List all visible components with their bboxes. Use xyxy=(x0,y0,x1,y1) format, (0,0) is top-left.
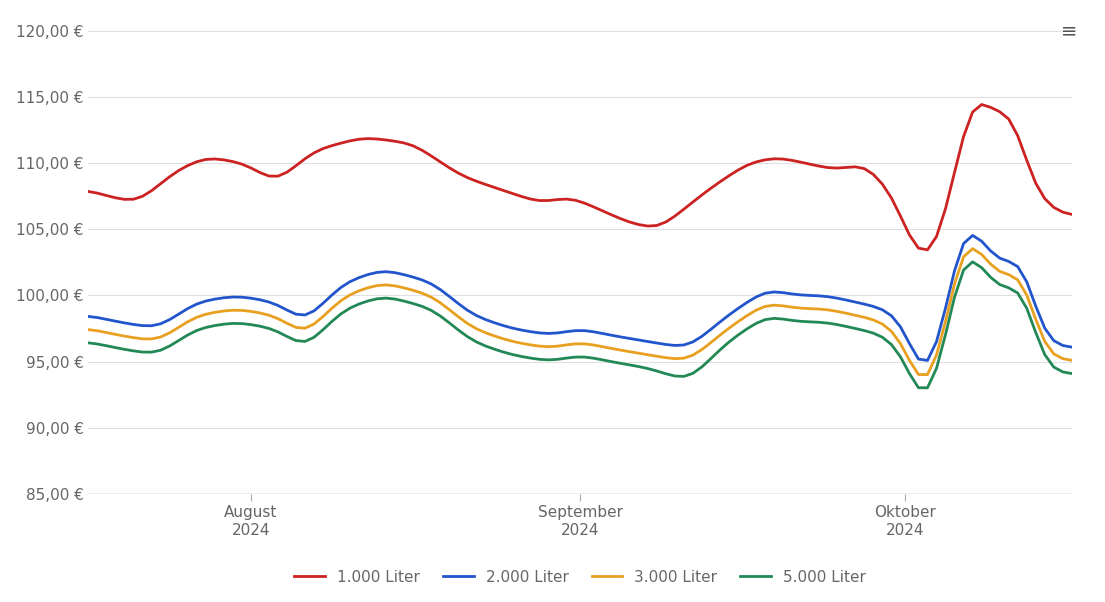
Legend: 1.000 Liter, 2.000 Liter, 3.000 Liter, 5.000 Liter: 1.000 Liter, 2.000 Liter, 3.000 Liter, 5… xyxy=(288,563,872,591)
Text: ≡: ≡ xyxy=(1061,21,1077,40)
